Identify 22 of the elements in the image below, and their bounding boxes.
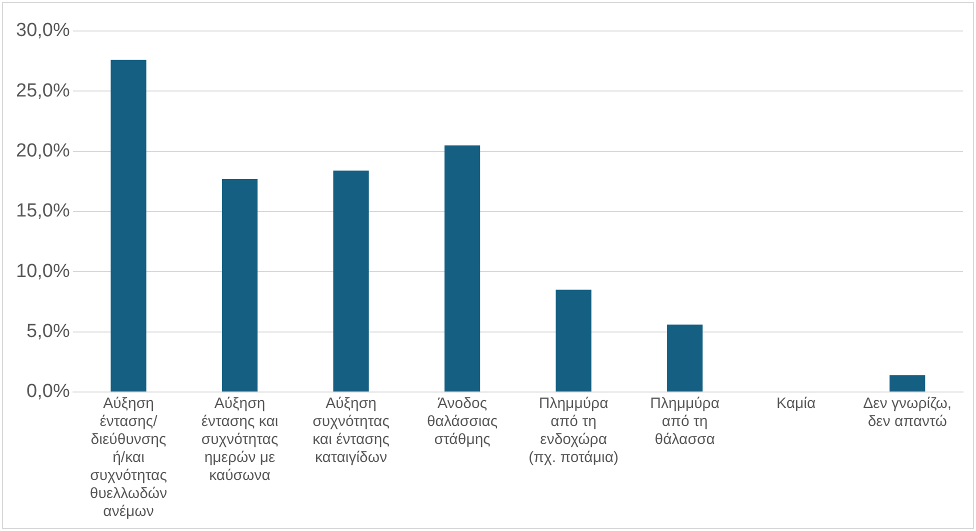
- y-tick-label: 25,0%: [16, 80, 70, 102]
- x-tick-label: Πλημμύρα από τη θάλασσα: [650, 395, 720, 448]
- bar: [890, 375, 926, 392]
- x-tick-label: Δεν γνωρίζω, δεν απαντώ: [863, 395, 952, 430]
- y-tick-label: 30,0%: [16, 20, 70, 42]
- x-tick-label: Καμία: [776, 395, 816, 412]
- bar: [667, 324, 703, 392]
- x-tick-label: Πλημμύρα από τη ενδοχώρα (πχ. ποτάμια): [528, 395, 618, 466]
- bar: [556, 290, 592, 392]
- y-tick-label: 10,0%: [16, 260, 70, 282]
- y-tick-label: 0,0%: [26, 381, 70, 402]
- y-tick-label: 5,0%: [26, 321, 70, 342]
- x-tick-label: Άνοδος θαλάσσιας στάθμης: [426, 395, 498, 448]
- bar: [110, 60, 146, 392]
- x-tick-label: Αύξηση έντασης/ διεύθυνσης ή/και συχνότητας θυελλωδών ανέμων: [90, 395, 168, 520]
- bar: [222, 179, 258, 392]
- bar: [444, 145, 480, 392]
- y-tick-label: 20,0%: [16, 140, 70, 162]
- x-tick-label: Αύξηση έντασης και συχνότητας ημερών με καύσωνα: [201, 395, 278, 484]
- x-tick-label: Αύξηση συχνότητας και έντασης καταιγίδων: [312, 395, 390, 466]
- y-tick-label: 15,0%: [16, 200, 70, 222]
- bar: [333, 170, 369, 392]
